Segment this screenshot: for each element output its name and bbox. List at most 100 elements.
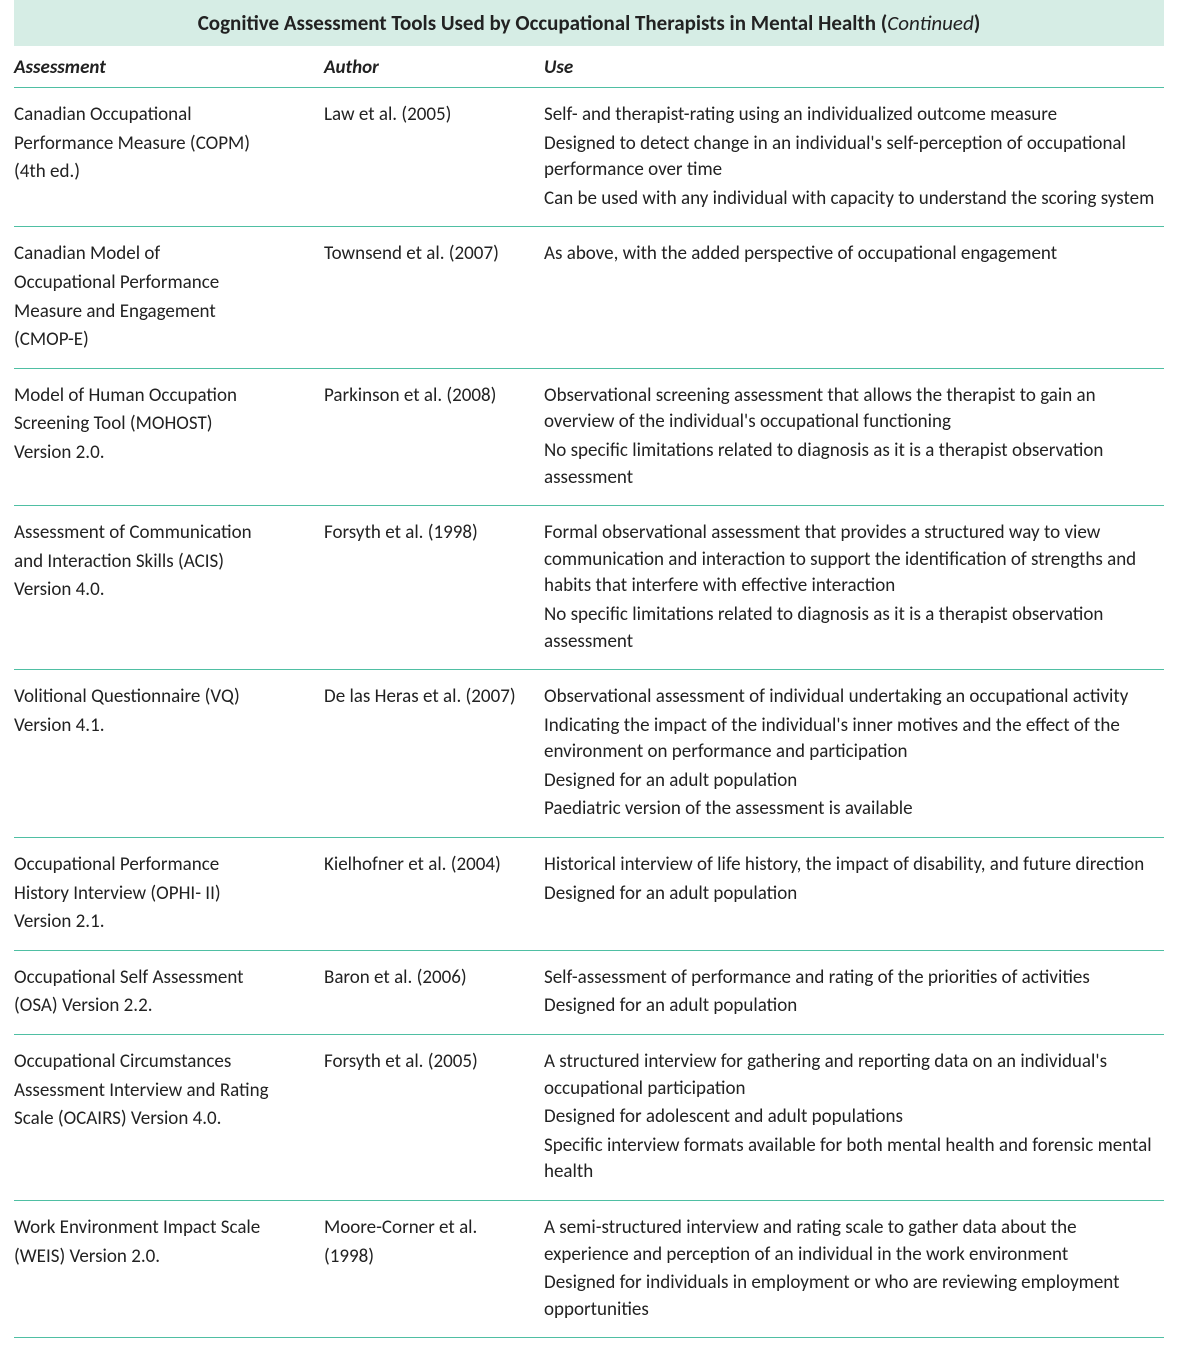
assessment-line: and Interaction Skills (ACIS) — [14, 549, 304, 576]
assessment-line: Occupational Circumstances — [14, 1049, 304, 1076]
cell-use: Historical interview of life history, th… — [544, 852, 1164, 907]
author-line: (1998) — [324, 1244, 524, 1271]
use-line: Indicating the impact of the individual'… — [544, 713, 1164, 766]
page: Cognitive Assessment Tools Used by Occup… — [0, 0, 1178, 1358]
col-header-use: Use — [544, 56, 1164, 79]
cell-use: Self-assessment of performance and ratin… — [544, 965, 1164, 1020]
use-line: No specific limitations related to diagn… — [544, 602, 1164, 655]
use-line: As above, with the added perspective of … — [544, 241, 1164, 268]
cell-use: Self- and therapist-rating using an indi… — [544, 102, 1164, 212]
assessment-line: Version 4.0. — [14, 577, 304, 604]
use-line: Designed for an adult population — [544, 881, 1164, 908]
cell-author: Law et al. (2005) — [324, 102, 544, 129]
cell-author: Parkinson et al. (2008) — [324, 383, 544, 410]
use-line: Designed for an adult population — [544, 993, 1164, 1020]
table-title: Cognitive Assessment Tools Used by Occup… — [14, 0, 1164, 46]
use-line: No specific limitations related to diagn… — [544, 438, 1164, 491]
use-line: Can be used with any individual with cap… — [544, 186, 1164, 213]
assessment-line: Occupational Self Assessment — [14, 965, 304, 992]
assessment-line: Canadian Model of — [14, 241, 304, 268]
assessment-line: History Interview (OPHI- II) — [14, 881, 304, 908]
cell-assessment: Occupational Self Assessment(OSA) Versio… — [14, 965, 324, 1020]
cell-author: Baron et al. (2006) — [324, 965, 544, 992]
table-row: Canadian OccupationalPerformance Measure… — [14, 88, 1164, 227]
table-row: Work Environment Impact Scale(WEIS) Vers… — [14, 1201, 1164, 1338]
table-header-row: Assessment Author Use — [14, 46, 1164, 88]
col-header-assessment: Assessment — [14, 56, 324, 79]
use-line: Observational assessment of individual u… — [544, 684, 1164, 711]
cell-assessment: Work Environment Impact Scale(WEIS) Vers… — [14, 1215, 324, 1270]
table-row: Occupational CircumstancesAssessment Int… — [14, 1035, 1164, 1201]
assessment-line: Work Environment Impact Scale — [14, 1215, 304, 1242]
assessment-line: Version 2.0. — [14, 440, 304, 467]
assessment-line: (WEIS) Version 2.0. — [14, 1244, 304, 1271]
cell-use: Observational screening assessment that … — [544, 383, 1164, 491]
use-line: A structured interview for gathering and… — [544, 1049, 1164, 1102]
use-line: A semi-structured interview and rating s… — [544, 1215, 1164, 1268]
use-line: Historical interview of life history, th… — [544, 852, 1164, 879]
title-continued: Continued — [887, 10, 973, 36]
assessment-line: Canadian Occupational — [14, 102, 304, 129]
use-line: Self-assessment of performance and ratin… — [544, 965, 1164, 992]
use-line: Designed for individuals in employment o… — [544, 1270, 1164, 1323]
assessment-line: Occupational Performance — [14, 852, 304, 879]
assessment-line: Volitional Questionnaire (VQ) — [14, 684, 304, 711]
cell-assessment: Occupational CircumstancesAssessment Int… — [14, 1049, 324, 1133]
cell-author: Forsyth et al. (1998) — [324, 520, 544, 547]
assessment-line: Assessment of Communication — [14, 520, 304, 547]
cell-assessment: Occupational PerformanceHistory Intervie… — [14, 852, 324, 936]
assessment-line: (CMOP-E) — [14, 327, 304, 354]
assessment-line: Screening Tool (MOHOST) — [14, 411, 304, 438]
author-line: Forsyth et al. (2005) — [324, 1049, 524, 1076]
assessment-line: (4th ed.) — [14, 159, 304, 186]
author-line: Baron et al. (2006) — [324, 965, 524, 992]
cell-assessment: Model of Human OccupationScreening Tool … — [14, 383, 324, 467]
table-row: Volitional Questionnaire (VQ)Version 4.1… — [14, 670, 1164, 838]
table-row: Occupational PerformanceHistory Intervie… — [14, 838, 1164, 951]
title-close: ) — [974, 10, 981, 36]
assessment-line: Performance Measure (COPM) — [14, 131, 304, 158]
cell-assessment: Assessment of Communicationand Interacti… — [14, 520, 324, 604]
cell-assessment: Canadian Model ofOccupational Performanc… — [14, 241, 324, 353]
assessment-line: Measure and Engagement — [14, 299, 304, 326]
col-header-author: Author — [324, 56, 544, 79]
assessment-line: Model of Human Occupation — [14, 383, 304, 410]
use-line: Observational screening assessment that … — [544, 383, 1164, 436]
author-line: Parkinson et al. (2008) — [324, 383, 524, 410]
cell-author: Kielhofner et al. (2004) — [324, 852, 544, 879]
author-line: Kielhofner et al. (2004) — [324, 852, 524, 879]
table-row: Assessment of Communicationand Interacti… — [14, 506, 1164, 670]
assessment-line: (OSA) Version 2.2. — [14, 993, 304, 1020]
cell-assessment: Canadian OccupationalPerformance Measure… — [14, 102, 324, 186]
cell-use: Observational assessment of individual u… — [544, 684, 1164, 823]
use-line: Designed for adolescent and adult popula… — [544, 1104, 1164, 1131]
author-line: Forsyth et al. (1998) — [324, 520, 524, 547]
cell-author: Forsyth et al. (2005) — [324, 1049, 544, 1076]
use-line: Self- and therapist-rating using an indi… — [544, 102, 1164, 129]
cell-use: Formal observational assessment that pro… — [544, 520, 1164, 655]
cell-author: De las Heras et al. (2007) — [324, 684, 544, 711]
author-line: Law et al. (2005) — [324, 102, 524, 129]
title-open: ( — [876, 10, 887, 36]
use-line: Paediatric version of the assessment is … — [544, 796, 1164, 823]
assessment-line: Scale (OCAIRS) Version 4.0. — [14, 1106, 304, 1133]
author-line: De las Heras et al. (2007) — [324, 684, 524, 711]
table-body: Canadian OccupationalPerformance Measure… — [14, 88, 1164, 1338]
cell-use: A structured interview for gathering and… — [544, 1049, 1164, 1186]
assessment-line: Version 2.1. — [14, 909, 304, 936]
table-row: Canadian Model ofOccupational Performanc… — [14, 227, 1164, 368]
use-line: Designed for an adult population — [544, 768, 1164, 795]
title-main: Cognitive Assessment Tools Used by Occup… — [198, 10, 876, 36]
table-row: Model of Human OccupationScreening Tool … — [14, 369, 1164, 506]
cell-use: A semi-structured interview and rating s… — [544, 1215, 1164, 1323]
cell-author: Townsend et al. (2007) — [324, 241, 544, 268]
assessment-line: Occupational Performance — [14, 270, 304, 297]
assessment-line: Version 4.1. — [14, 713, 304, 740]
author-line: Moore-Corner et al. — [324, 1215, 524, 1242]
table-row: Occupational Self Assessment(OSA) Versio… — [14, 951, 1164, 1035]
assessment-line: Assessment Interview and Rating — [14, 1078, 304, 1105]
author-line: Townsend et al. (2007) — [324, 241, 524, 268]
use-line: Formal observational assessment that pro… — [544, 520, 1164, 600]
use-line: Specific interview formats available for… — [544, 1133, 1164, 1186]
cell-assessment: Volitional Questionnaire (VQ)Version 4.1… — [14, 684, 324, 739]
